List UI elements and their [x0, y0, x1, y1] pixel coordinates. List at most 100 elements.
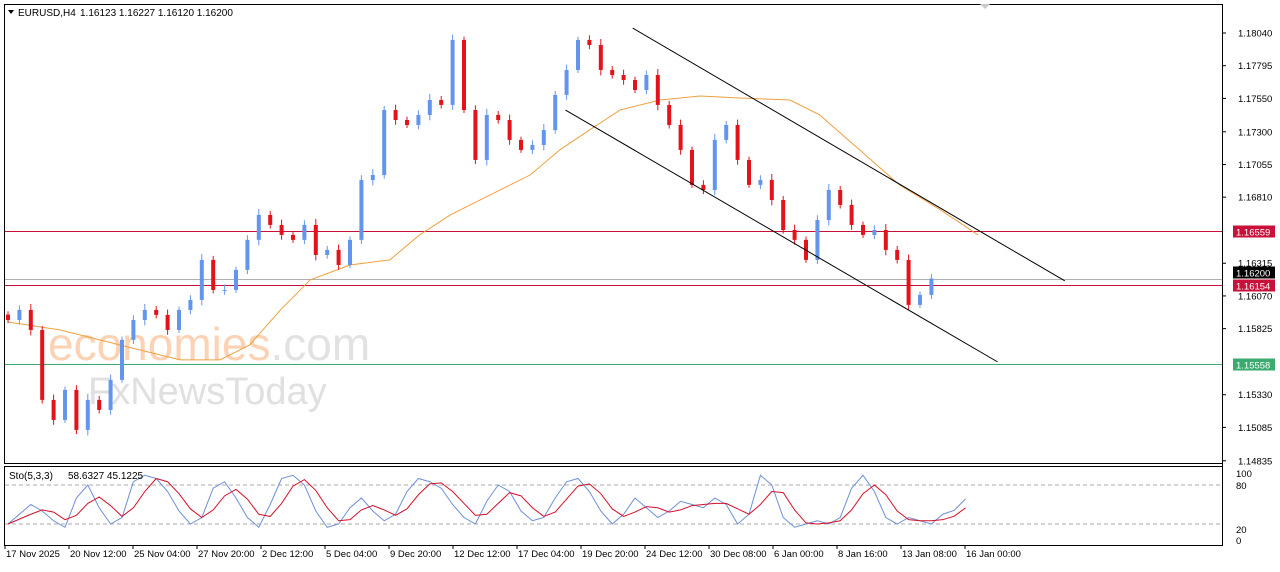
- candle: [393, 104, 398, 125]
- candle: [222, 284, 227, 295]
- level-label: 1.15558: [1236, 361, 1270, 372]
- candle-body: [826, 189, 831, 220]
- y-tick-label: 1.17795: [1238, 61, 1272, 72]
- watermark-economies-com: economies.com: [48, 318, 370, 370]
- x-tick-label: 8 Jan 16:00: [838, 549, 888, 560]
- level-label: 1.16559: [1236, 228, 1270, 239]
- candle: [63, 386, 67, 423]
- candle: [918, 291, 922, 308]
- candle-body: [313, 224, 318, 255]
- candle-body: [735, 124, 740, 160]
- candle: [541, 124, 546, 151]
- candle-body: [838, 189, 843, 205]
- stoch-axis-label: 20: [1236, 525, 1247, 536]
- candle: [781, 195, 786, 234]
- candle: [587, 35, 592, 50]
- candle: [667, 100, 672, 129]
- moving-average: [7, 95, 979, 361]
- candle-body: [610, 69, 615, 76]
- candle: [473, 105, 478, 165]
- x-tick-label: 2 Dec 12:00: [262, 549, 313, 560]
- candle-body: [188, 299, 193, 310]
- candle: [872, 225, 877, 240]
- candle-body: [74, 389, 79, 430]
- candle-body: [883, 230, 888, 250]
- candle-body: [450, 39, 455, 105]
- candle-body: [849, 204, 854, 225]
- candle-body: [28, 309, 33, 330]
- candle-body: [553, 94, 558, 131]
- candle-body: [462, 39, 466, 111]
- x-tick-label: 27 Nov 20:00: [198, 549, 255, 560]
- candle-body: [633, 79, 637, 90]
- candle: [792, 224, 797, 245]
- x-tick-label: 6 Jan 00:00: [774, 549, 824, 560]
- candle: [633, 76, 637, 93]
- candle: [838, 185, 843, 209]
- candle-body: [165, 314, 170, 330]
- candle-body: [245, 239, 250, 270]
- channel-lower-line[interactable]: [565, 109, 998, 363]
- dropdown-triangle-icon[interactable]: [8, 10, 14, 14]
- stoch-axis-label: 100: [1236, 469, 1252, 480]
- candle-body: [519, 139, 523, 150]
- candle-body: [564, 69, 569, 95]
- shift-marker-icon[interactable]: [980, 4, 990, 9]
- candle-body: [587, 39, 592, 46]
- level-label-bg: [1233, 358, 1275, 371]
- candle-body: [51, 399, 56, 420]
- x-tick-label: 16 Jan 00:00: [966, 549, 1021, 560]
- candle: [268, 210, 273, 229]
- candle: [85, 393, 90, 436]
- candle: [747, 156, 751, 188]
- candle: [177, 306, 181, 333]
- candle-body: [359, 179, 364, 240]
- candle-body: [895, 249, 900, 260]
- candle: [142, 303, 147, 326]
- x-tick-label: 5 Dec 04:00: [326, 549, 377, 560]
- candle: [861, 221, 865, 238]
- y-tick-label: 1.16810: [1238, 193, 1272, 204]
- candle: [507, 114, 512, 145]
- candle: [74, 385, 79, 435]
- candle-body: [120, 339, 124, 380]
- candle: [712, 133, 717, 196]
- chart-header: EURUSD,H4 1.16123 1.16227 1.16120 1.1620…: [8, 8, 233, 19]
- candle-body: [17, 309, 22, 320]
- candle: [724, 120, 729, 144]
- candle-body: [701, 184, 706, 190]
- candle-body: [427, 100, 432, 115]
- horizontal-levels: [5, 231, 1222, 365]
- candle-body: [655, 75, 660, 105]
- candle: [929, 273, 934, 300]
- price-axis[interactable]: 1.18040 1.17795 1.17550 1.17300 1.17055 1.168…: [1222, 4, 1275, 547]
- candle: [120, 336, 124, 383]
- candle: [462, 36, 466, 114]
- candle-body: [598, 45, 603, 70]
- candle-body: [667, 104, 672, 125]
- candle-body: [872, 230, 877, 235]
- trend-channel[interactable]: [565, 27, 1066, 363]
- candle: [678, 119, 683, 155]
- candle: [313, 218, 318, 261]
- candle-body: [690, 149, 694, 185]
- candle-body: [393, 110, 398, 121]
- candle: [370, 169, 375, 186]
- candle-body: [97, 399, 102, 410]
- candle: [165, 309, 170, 335]
- candle: [17, 305, 22, 325]
- candle: [826, 183, 831, 226]
- candle: [644, 70, 649, 95]
- x-tick-label: 24 Dec 12:00: [646, 549, 703, 560]
- candle-body: [302, 224, 307, 240]
- candle: [564, 64, 569, 100]
- stoch-signal-line: [7, 477, 966, 525]
- y-tick-label: 1.18040: [1238, 29, 1272, 40]
- x-tick-label: 20 Nov 12:00: [70, 549, 127, 560]
- ma-line: [7, 95, 979, 361]
- channel-upper-line[interactable]: [632, 27, 1066, 282]
- time-axis[interactable]: 17 Nov 2025 20 Nov 12:00 25 Nov 04:00 27 No…: [4, 545, 1021, 560]
- level-label: 1.16200: [1236, 269, 1270, 280]
- candle-body: [484, 114, 489, 160]
